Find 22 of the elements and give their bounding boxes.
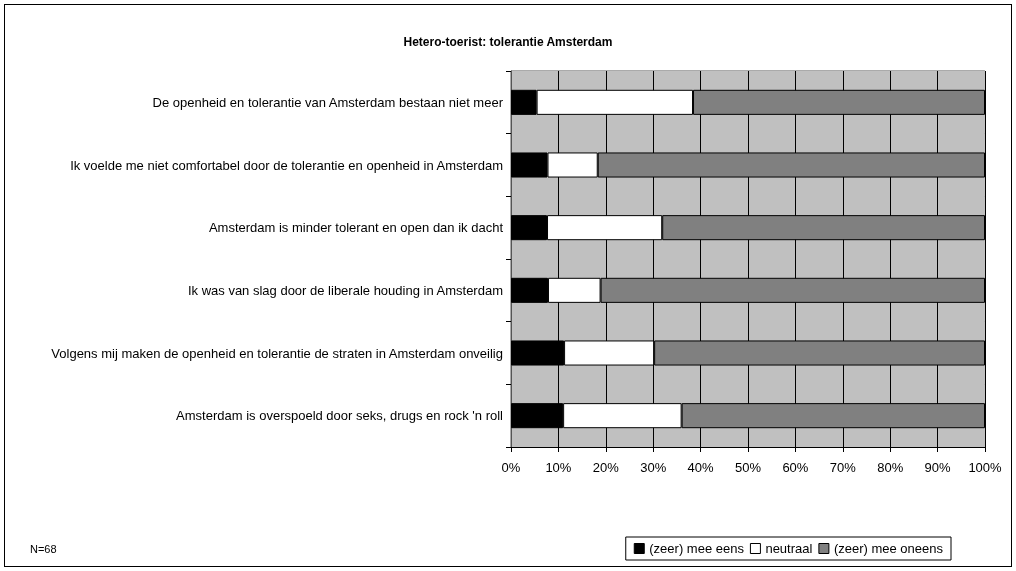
x-tick-label: 0% <box>501 460 521 475</box>
y-tick-label: Ik was van slag door de liberale houding in Amsterdam <box>187 282 503 298</box>
y-tick-label: Amsterdam is overspoeld door seks, drugs en rock 'n roll <box>176 408 504 424</box>
y-tick-label: Amsterdam is minder tolerant en open dan ik dacht <box>208 220 504 236</box>
chart-title: Hetero-toerist: tolerantie Amsterdam <box>403 35 613 49</box>
x-tick-label: 30% <box>640 460 667 475</box>
x-tick-label: 90% <box>924 460 952 475</box>
x-tick-label: 20% <box>592 460 620 475</box>
x-tick-label: 60% <box>782 460 809 475</box>
legend-label: (zeer) mee eens <box>649 541 745 556</box>
x-tick-label: 100% <box>968 460 1003 475</box>
y-tick-label: Volgens mij maken de openheid en tolerantie de straten in Amsterdam onveilig <box>51 345 503 361</box>
text: N=68 <box>30 543 57 555</box>
y-tick-label: Ik voelde me niet comfortabel door de tolerantie en openheid in Amsterdam <box>70 157 503 173</box>
x-tick-label: 50% <box>734 460 762 475</box>
x-tick-label: 40% <box>687 460 715 475</box>
x-tick-label: 80% <box>877 460 904 475</box>
x-tick-label: 10% <box>545 460 572 475</box>
y-tick-label: De openheid en tolerantie van Amsterdam bestaan niet meer <box>152 94 504 110</box>
legend-label: (zeer) mee oneens <box>833 541 944 556</box>
x-tick-label: 70% <box>829 460 857 475</box>
legend-label: neutraal <box>765 541 813 556</box>
